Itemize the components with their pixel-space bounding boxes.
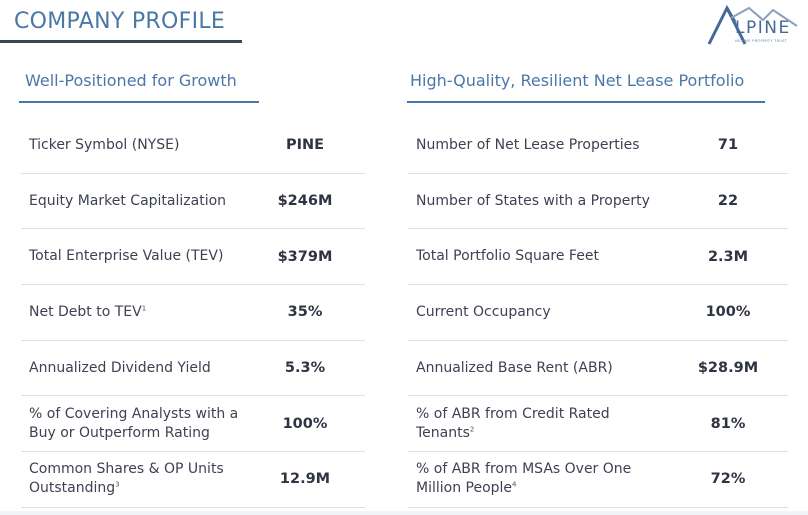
table-row: % of Covering Analysts with a Buy or Out… bbox=[21, 396, 365, 453]
table-row: % of ABR from Credit Rated Tenants2 81% bbox=[408, 396, 788, 453]
footer-band bbox=[0, 511, 808, 515]
table-row: % of ABR from MSAs Over One Million Peop… bbox=[408, 452, 788, 508]
row-label-text: % of Covering Analysts with a Buy or Out… bbox=[29, 405, 239, 441]
table-row: Number of Net Lease Properties 71 bbox=[408, 118, 788, 174]
row-label-text: Total Enterprise Value (TEV) bbox=[29, 248, 224, 265]
left-stats-table: Ticker Symbol (NYSE) PINE Equity Market Ca… bbox=[21, 118, 365, 508]
row-label-text: Total Portfolio Square Feet bbox=[416, 248, 599, 265]
right-heading-underline bbox=[407, 101, 765, 103]
row-value: 100% bbox=[282, 415, 328, 432]
row-label: % of ABR from Credit Rated Tenants2 bbox=[408, 405, 668, 443]
company-logo: LPINE INCOME PROPERTY TRUST bbox=[705, 4, 803, 48]
table-row: Net Debt to TEV1 35% bbox=[21, 285, 365, 341]
footnote-marker: 1 bbox=[141, 304, 147, 313]
row-value: 12.9M bbox=[279, 471, 331, 488]
row-label: Number of States with a Property bbox=[408, 192, 650, 211]
page-title: COMPANY PROFILE bbox=[14, 9, 226, 34]
row-label-text: Equity Market Capitalization bbox=[29, 192, 227, 209]
footnote-marker: 3 bbox=[115, 480, 120, 489]
footnote-marker: 4 bbox=[512, 480, 517, 489]
table-row: Total Portfolio Square Feet 2.3M bbox=[408, 229, 788, 286]
row-value: 22 bbox=[717, 193, 739, 210]
row-label-text: % of ABR from Credit Rated Tenants bbox=[416, 405, 610, 441]
row-label: Net Debt to TEV1 bbox=[21, 303, 146, 322]
row-value: 81% bbox=[710, 415, 746, 432]
row-value: PINE bbox=[285, 137, 325, 154]
row-value: $246M bbox=[277, 193, 333, 210]
table-row: Annualized Dividend Yield 5.3% bbox=[21, 341, 365, 397]
table-row: Ticker Symbol (NYSE) PINE bbox=[21, 118, 365, 174]
row-label: Current Occupancy bbox=[408, 303, 551, 322]
row-label: Annualized Base Rent (ABR) bbox=[408, 359, 613, 378]
row-label-text: Number of Net Lease Properties bbox=[416, 136, 640, 153]
table-row: Common Shares & OP Units Outstanding3 12.… bbox=[21, 452, 365, 508]
row-label: Total Enterprise Value (TEV) bbox=[21, 247, 223, 266]
logo-tagline: INCOME PROPERTY TRUST bbox=[735, 39, 788, 43]
table-row: Annualized Base Rent (ABR) $28.9M bbox=[408, 341, 788, 397]
row-value: 71 bbox=[717, 137, 739, 154]
row-label-text: Common Shares & OP Units Outstanding bbox=[29, 461, 224, 497]
row-label-text: Current Occupancy bbox=[416, 303, 551, 320]
left-heading-underline bbox=[19, 101, 259, 103]
row-label: Number of Net Lease Properties bbox=[408, 136, 640, 155]
row-value: 2.3M bbox=[707, 248, 749, 265]
row-label: % of Covering Analysts with a Buy or Out… bbox=[21, 405, 249, 443]
table-row: Current Occupancy 100% bbox=[408, 285, 788, 341]
logo-wordmark: LPINE bbox=[735, 18, 791, 38]
row-value: $379M bbox=[277, 248, 333, 265]
right-stats-table: Number of Net Lease Properties 71 Number o… bbox=[408, 118, 788, 508]
right-section-heading: High-Quality, Resilient Net Lease Portfo… bbox=[410, 71, 745, 90]
row-value: 72% bbox=[710, 471, 746, 488]
row-label: % of ABR from MSAs Over One Million Peop… bbox=[408, 460, 668, 498]
row-value: 100% bbox=[705, 304, 751, 321]
row-label-text: % of ABR from MSAs Over One Million Peop… bbox=[416, 461, 632, 497]
row-label-text: Number of States with a Property bbox=[416, 192, 650, 209]
row-label-text: Ticker Symbol (NYSE) bbox=[29, 136, 180, 153]
row-value: 5.3% bbox=[284, 360, 326, 377]
row-label-text: Annualized Base Rent (ABR) bbox=[416, 359, 613, 376]
row-label: Common Shares & OP Units Outstanding3 bbox=[21, 460, 249, 498]
left-section-heading: Well-Positioned for Growth bbox=[25, 71, 237, 90]
row-value: $28.9M bbox=[697, 360, 759, 377]
title-underline bbox=[0, 40, 242, 43]
row-label-text: Net Debt to TEV bbox=[29, 303, 142, 320]
table-row: Total Enterprise Value (TEV) $379M bbox=[21, 229, 365, 286]
row-label: Ticker Symbol (NYSE) bbox=[21, 136, 179, 155]
footnote-marker: 2 bbox=[469, 425, 475, 434]
table-row: Number of States with a Property 22 bbox=[408, 174, 788, 230]
table-row: Equity Market Capitalization $246M bbox=[21, 174, 365, 230]
mountain-logo-icon bbox=[707, 4, 798, 45]
row-label: Equity Market Capitalization bbox=[21, 192, 226, 211]
row-value: 35% bbox=[287, 304, 323, 321]
row-label-text: Annualized Dividend Yield bbox=[29, 359, 211, 376]
row-label: Annualized Dividend Yield bbox=[21, 359, 211, 378]
row-label: Total Portfolio Square Feet bbox=[408, 247, 599, 266]
